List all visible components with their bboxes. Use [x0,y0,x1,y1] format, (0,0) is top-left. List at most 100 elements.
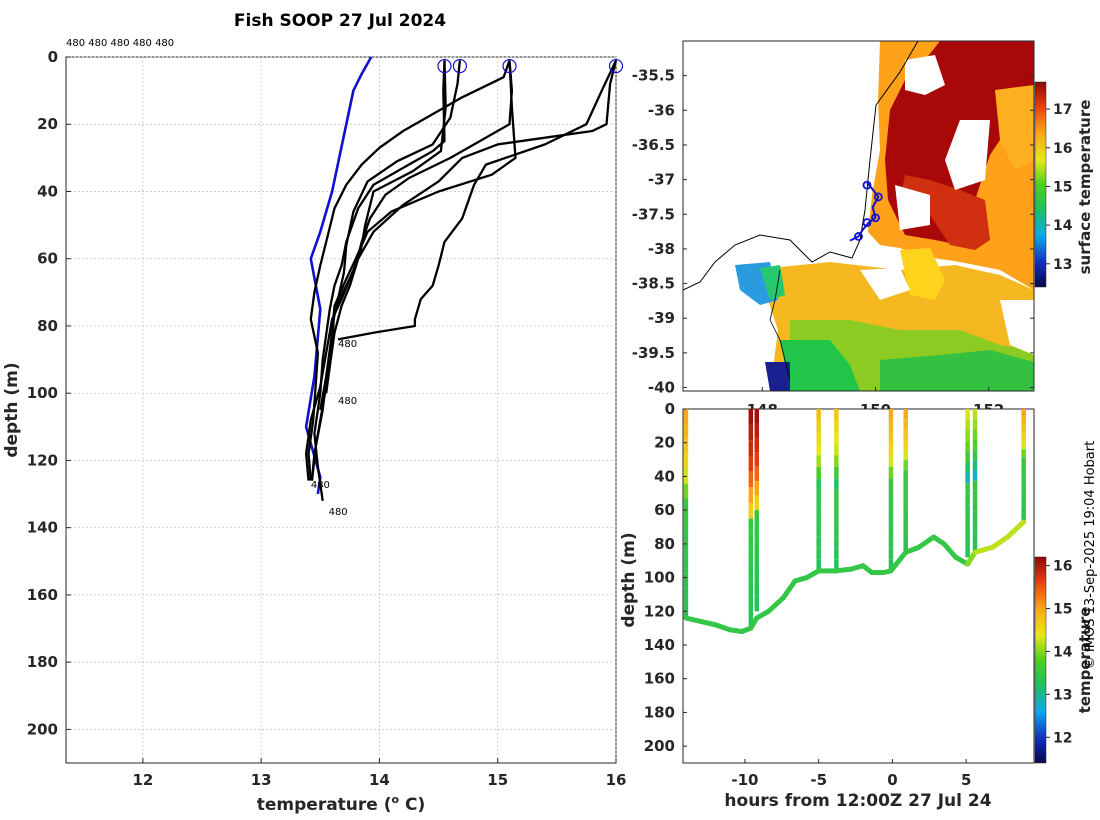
ship-track-marker [873,192,883,202]
section-bottom-segment [780,578,798,601]
sst-colorbar [1034,81,1047,288]
ship-track-marker [871,213,880,223]
map-y-tick-label: -37.5 [632,205,675,223]
profile-cast-5 [319,60,514,411]
profile-y-ticks: 0 20 40 60 80 100 120 140 160 180 200 [27,48,71,738]
profile-y-tick-label: 160 [27,586,58,604]
section-y-tick-label: 180 [644,703,675,721]
temperature-colorbar-tick-label: 14 [1053,644,1073,660]
profile-cast-7 [337,59,618,341]
map-y-tick-label: -37 [648,171,675,189]
section-y-tick-label: 40 [654,467,675,485]
temperature-colorbar-tick-label: 12 [1053,730,1072,746]
temperature-colorbar [1034,556,1047,764]
profile-y-axis-label: depth (m) [2,362,22,457]
map-frame [682,40,1035,392]
profile-top-labels: 480 480 480 480 480 [66,38,174,49]
profile-start-marker [437,58,452,74]
map-y-tick-label: -39 [648,309,675,327]
section-bottom-segment [990,534,1010,550]
isobath [769,269,791,381]
sst-colorbar-tick-label: 14 [1053,218,1073,234]
section-bottom-segment [916,534,937,550]
section-x-ticks: -10 -5 0 5 [731,759,971,789]
profile-x-tick-label: 16 [606,771,627,789]
map-y-ticks: -35.5 -36 -36.5 -37 -37.5 -38 -38.5 -39 -39.5 -40 [632,67,1034,397]
section-bottom-segment [683,615,704,624]
ship-track-marker [862,180,872,190]
copyright-notice: © IMOS 13-Sep-2025 19:04 Hobart [1083,441,1098,669]
temperature-colorbar-tick-label: 15 [1053,602,1072,618]
section-y-tick-label: 60 [654,501,675,519]
profile-y-tick-label: 60 [37,250,58,268]
sst-cloud-3 [895,185,930,230]
temperature-colorbar-label: temperature [1076,607,1094,714]
sst-colorbar-tick-label: 16 [1053,141,1072,157]
profile-point-label: 480 [311,480,330,491]
section-casts [683,409,1026,629]
x-label-end: C) [399,795,425,815]
ship-track-marker [862,218,872,227]
section-y-tick-label: 20 [654,434,675,452]
profile-point-label: 480 [338,396,357,407]
sst-cloud-2 [905,55,945,95]
profile-start-marker [452,58,467,74]
map-sst-field [735,41,1034,391]
x-label-main: temperature ( [257,795,392,815]
temperature-colorbar-tick-label: 16 [1053,559,1072,575]
section-bottom-segment [972,544,996,555]
sst-colorbar-tick-label: 15 [1053,179,1072,195]
sst-cloud-5 [860,268,910,300]
profile-point-label: 480 [338,339,357,350]
profile-cast-8 [307,60,511,481]
sst-cloud-1 [945,120,990,190]
profile-y-tick-label: 200 [27,720,58,738]
section-y-tick-label: 120 [644,602,675,620]
profile-y-tick-label: 20 [37,115,58,133]
section-bottom-segment [712,622,733,633]
profile-x-tick-label: 13 [251,771,272,789]
profile-chart: 0 20 40 60 80 100 120 140 160 180 200 12 13 14 15 16 4… [2,48,626,815]
ship-track-marker [854,232,863,241]
page-title: Fish SOOP 27 Jul 2024 [234,11,446,31]
profile-start-marker [608,58,624,74]
profile-y-tick-label: 140 [27,519,58,537]
section-y-tick-label: 200 [644,737,675,755]
sst-colorbar-tick-label: 13 [1053,257,1072,273]
profile-x-axis-label: temperature (o C) [257,793,426,815]
section-y-tick-label: 160 [644,670,675,688]
profile-y-tick-label: 180 [27,653,58,671]
section-bottom-segment [888,549,909,574]
section-y-axis-label: depth (m) [619,532,639,627]
map-y-tick-label: -35.5 [632,67,675,85]
sst-bass-strait-green [760,265,785,300]
profile-cast-4 [310,60,517,481]
section-bottom-segment [766,595,786,614]
ship-track [849,180,883,242]
profile-start-marker [502,58,517,74]
map-chart: -35.5 -36 -36.5 -37 -37.5 -38 -38.5 -39 -39.5 -40… [632,40,1094,419]
map-y-tick-label: -38.5 [632,275,675,293]
profile-x-tick-label: 12 [132,771,153,789]
x-label-sup: o [392,793,400,806]
coastline [683,41,919,291]
profile-point-labels: 480 480 480 480 [311,339,357,518]
sst-coldest-spot [765,362,790,391]
sst-cloud-4 [1000,300,1034,355]
profile-point-label: 480 [329,507,348,518]
profile-y-tick-label: 40 [37,182,58,200]
profile-y-tick-label: 120 [27,451,58,469]
section-bottom-segment [1004,519,1027,540]
sst-yellow-patch [900,248,945,300]
section-x-axis-label: hours from 12:00Z 27 Jul 24 [724,791,991,811]
section-y-tick-label: 100 [644,569,675,587]
profile-cast-1 [313,60,446,501]
profile-start-markers [437,58,624,74]
temperature-colorbar-ticks: 12 13 14 15 16 [1046,559,1073,746]
section-bottom-segment [941,541,959,560]
sst-warm-patch [995,85,1034,170]
section-y-tick-label: 80 [654,535,675,553]
profile-series [304,59,618,501]
sst-colorbar-label: surface temperature [1076,100,1094,275]
map-y-tick-label: -36 [648,101,675,119]
